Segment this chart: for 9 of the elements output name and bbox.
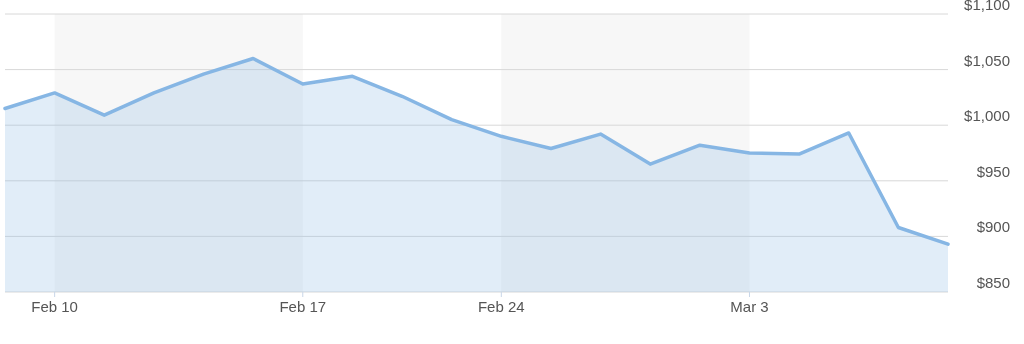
y-tick-label: $1,000	[964, 107, 1010, 125]
x-tick-label: Feb 10	[31, 298, 78, 315]
x-tick-label: Feb 17	[279, 298, 327, 315]
x-tick-label: Mar 3	[730, 298, 769, 315]
x-tick-label: Feb 24	[477, 298, 525, 315]
y-tick-label: $950	[976, 162, 1010, 180]
y-tick-label: $900	[976, 218, 1010, 236]
y-tick-label: $850	[976, 274, 1010, 291]
y-tick-label: $1,050	[964, 51, 1010, 69]
